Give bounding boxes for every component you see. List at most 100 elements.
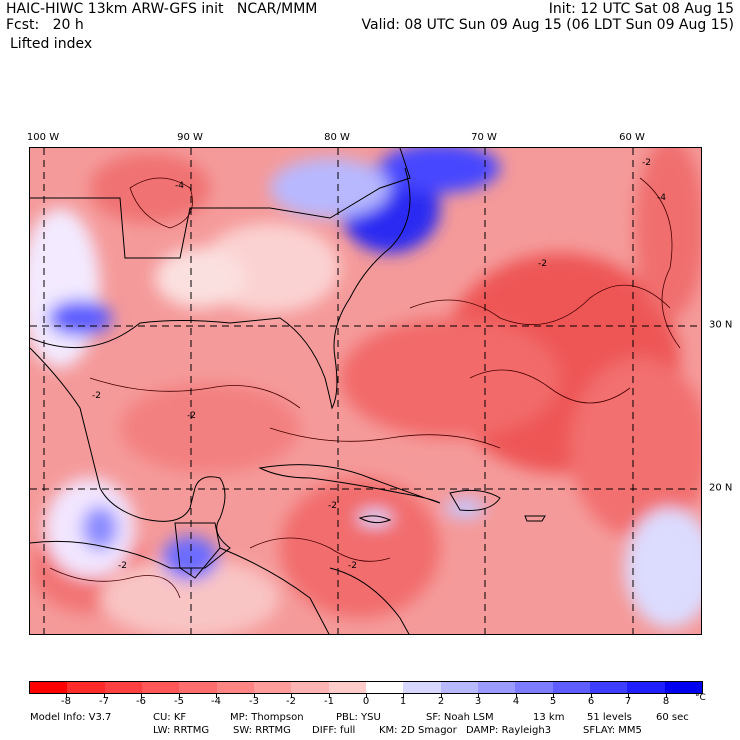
colorbar-tick (141, 694, 142, 698)
lat-label-30n: 30 N (709, 319, 733, 331)
colorbar-swatch (515, 682, 553, 693)
colorbar-tick-label: -6 (136, 696, 146, 707)
colorbar-tick (66, 694, 67, 698)
colorbar-tick-label: -7 (99, 696, 109, 707)
contour-label: -2 (92, 391, 101, 401)
contour-lines (49, 177, 681, 599)
contour-line (89, 377, 301, 409)
forecast-hour: Fcst: 20 h (6, 17, 84, 33)
contour-label: -2 (348, 561, 357, 571)
hispaniola-outline (449, 489, 501, 511)
lon-label-100w: 100 W (26, 132, 60, 143)
colorbar-unit: °C (695, 693, 706, 703)
colorbar-tick-label: 0 (362, 696, 370, 707)
footer-diff: DIFF: full (312, 725, 356, 736)
contour-line (269, 427, 501, 449)
colorbar-tick (291, 694, 292, 698)
footer-levels: 51 levels (587, 712, 632, 723)
colorbar-tick-label: -8 (61, 696, 71, 707)
colorbar-tick-label: -1 (324, 696, 334, 707)
lon-label-80w: 80 W (324, 132, 350, 143)
colorbar-swatch (179, 682, 217, 693)
lat-label-20n: 20 N (709, 482, 733, 494)
colorbar-swatch (664, 682, 702, 693)
footer-km: KM: 2D Smagor (379, 725, 457, 736)
contour-label: -2 (187, 411, 196, 421)
footer-timestep: 60 sec (656, 712, 689, 723)
lon-label-60w: 60 W (619, 132, 645, 143)
lifted-index-map: -4 -2 -2 -2 -2 -2 -2 -4 -2 (30, 148, 701, 634)
header-right: Init: 12 UTC Sat 08 Aug 15 Valid: 08 UTC … (362, 1, 735, 33)
contour-line (409, 284, 671, 326)
colorbar-tick (553, 694, 554, 698)
colorbar-tick (666, 694, 667, 698)
colorbar-tick (216, 694, 217, 698)
colorbar-swatch (141, 682, 180, 693)
colorbar-tick-label: -3 (249, 696, 259, 707)
colorbar-tick-label: 7 (624, 696, 632, 707)
colorbar-tick-label: -4 (211, 696, 221, 707)
colorbar-tick (441, 694, 442, 698)
state-borders (30, 148, 411, 259)
footer-damp: DAMP: Rayleigh3 (466, 725, 552, 736)
field-shading (30, 148, 701, 634)
colorbar-tick-label: 4 (512, 696, 520, 707)
colorbar-tick (516, 694, 517, 698)
lon-label-70w: 70 W (471, 132, 497, 143)
colorbar-swatch (291, 682, 329, 693)
colorbar-tick (591, 694, 592, 698)
colorbar-tick-label: 2 (437, 696, 445, 707)
footer-cu: CU: KF (153, 712, 187, 723)
contour-label: -4 (175, 181, 184, 191)
colorbar-swatch (440, 682, 478, 693)
central-america-coast (219, 547, 330, 634)
colorbar-swatch (216, 682, 254, 693)
colorbar-swatch (403, 682, 441, 693)
colorbar-swatch (253, 682, 292, 693)
colorbar-swatch (627, 682, 665, 693)
colorbar-tick-label: 8 (662, 696, 670, 707)
puerto-rico-outline (524, 515, 546, 522)
colorbar-tick-label: 6 (587, 696, 595, 707)
contour-line (249, 537, 391, 562)
colorbar-tick-label: -5 (174, 696, 184, 707)
colorbar-tick (104, 694, 105, 698)
map-panel: -4 -2 -2 -2 -2 -2 -2 -4 -2 (29, 147, 702, 635)
footer-mp: MP: Thompson (230, 712, 304, 723)
model-title: HAIC-HIWC 13km ARW-GFS init NCAR/MMM (6, 1, 318, 17)
contour-label: -2 (538, 259, 547, 269)
colorbar-tick-label: 5 (549, 696, 557, 707)
footer-sf: SF: Noah LSM (426, 712, 494, 723)
contour-label: -2 (642, 158, 651, 168)
footer-sw: SW: RRTMG (233, 725, 291, 736)
footer-sflay: SFLAY: MM5 (583, 725, 642, 736)
panama-coast (329, 567, 410, 634)
mexico-coastline (30, 347, 231, 569)
colorbar-tick (403, 694, 404, 698)
colorbar-ticks: -8 -7 -6 -5 -4 -3 -2 -1 0 1 2 3 4 5 6 7 8 (29, 694, 703, 707)
colorbar-swatch (328, 682, 366, 693)
contour-line (469, 369, 631, 404)
colorbar-tick (366, 694, 367, 698)
colorbar-tick (254, 694, 255, 698)
contour-line (639, 177, 681, 349)
footer-pbl: PBL: YSU (336, 712, 381, 723)
colorbar-tick (478, 694, 479, 698)
colorbar-swatch (104, 682, 142, 693)
lon-label-90w: 90 W (177, 132, 203, 143)
colorbar-tick-label: 1 (399, 696, 407, 707)
cuba-outline (258, 464, 441, 504)
colorbar-swatch (365, 682, 404, 693)
valid-time: Valid: 08 UTC Sun 09 Aug 15 (06 LDT Sun … (361, 17, 735, 33)
contour-labels: -4 -2 -2 -2 -2 -2 -2 -4 -2 (92, 158, 666, 571)
us-coastline (30, 167, 411, 410)
contour-line (49, 567, 181, 599)
header-left: HAIC-HIWC 13km ARW-GFS init NCAR/MMM Fcst… (6, 1, 317, 33)
colorbar-tick-label: 3 (474, 696, 482, 707)
colorbar (29, 681, 703, 694)
colorbar-tick (329, 694, 330, 698)
colorbar-swatch (552, 682, 590, 693)
colorbar-tick (628, 694, 629, 698)
coastlines (30, 148, 546, 634)
colorbar-tick (179, 694, 180, 698)
